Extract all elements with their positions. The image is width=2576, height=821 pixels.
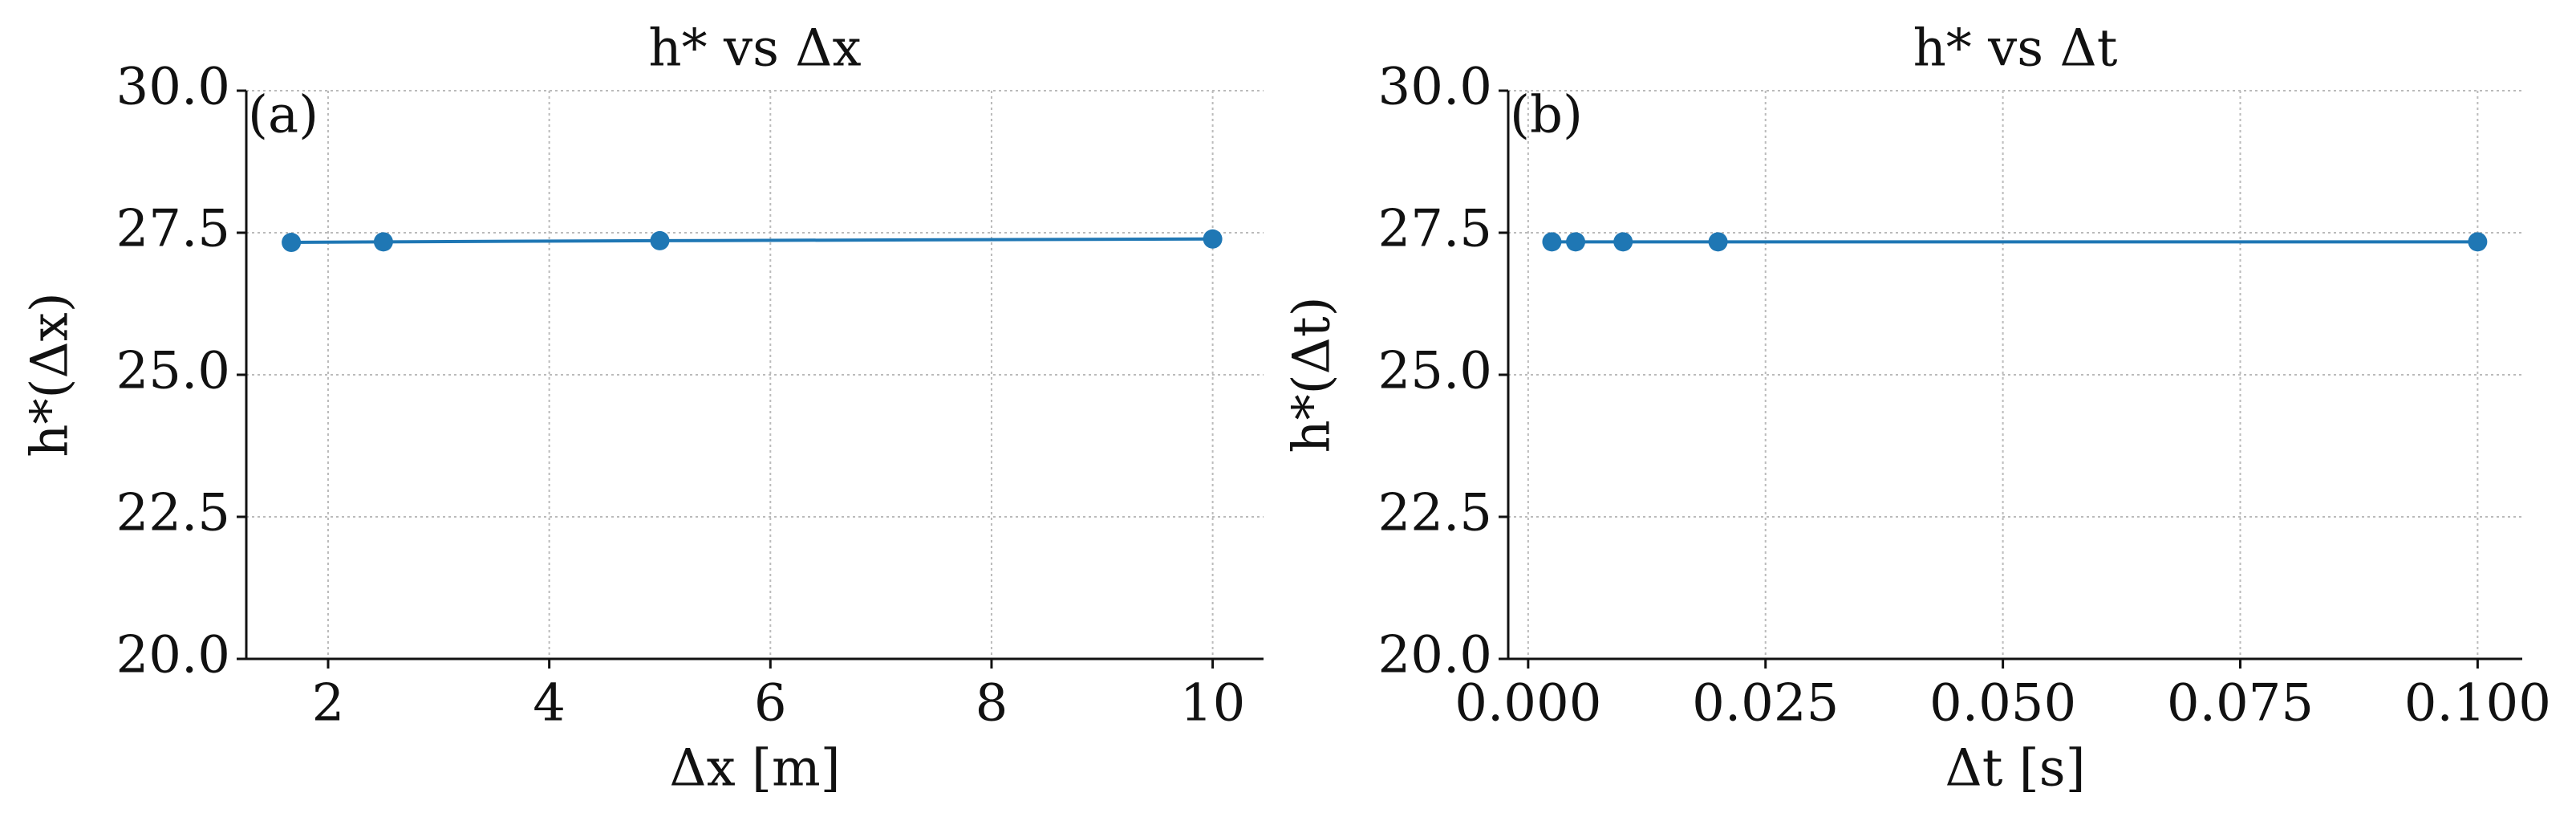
y-tick-label: 20.0 — [1378, 626, 1493, 685]
x-tick-label: 6 — [754, 674, 787, 734]
marker — [2468, 232, 2488, 252]
x-tick-label: 8 — [976, 674, 1008, 734]
y-tick-label: 20.0 — [116, 626, 231, 685]
y-tick-label: 25.0 — [116, 342, 231, 401]
y-axis-label: h*(Δx) — [21, 292, 80, 457]
marker — [282, 233, 302, 253]
y-tick-label: 22.5 — [116, 484, 231, 543]
y-tick-label: 30.0 — [1378, 58, 1493, 117]
x-tick-label: 0.050 — [1929, 674, 2076, 734]
x-axis-label: Δt [s] — [1945, 739, 2085, 799]
y-tick-label: 25.0 — [1378, 342, 1493, 401]
x-tick-label: 10 — [1180, 674, 1245, 734]
annotation: (a) — [248, 86, 318, 145]
x-tick-label: 0.025 — [1692, 674, 1839, 734]
x-tick-label: 2 — [312, 674, 345, 734]
y-tick-label: 27.5 — [1378, 200, 1493, 259]
y-tick-label: 27.5 — [116, 200, 231, 259]
y-axis-label: h*(Δt) — [1283, 296, 1342, 453]
y-tick-label: 30.0 — [116, 58, 231, 117]
x-tick-label: 0.075 — [2167, 674, 2314, 734]
marker — [1203, 229, 1223, 249]
marker — [650, 230, 670, 250]
line — [291, 237, 1213, 245]
marker — [1566, 232, 1586, 252]
x-tick-label: 0.000 — [1454, 674, 1601, 734]
marker — [1708, 232, 1728, 252]
marker — [373, 232, 393, 252]
x-tick-label: 4 — [533, 674, 566, 734]
marker — [1542, 232, 1562, 252]
annotation: (b) — [1510, 86, 1583, 145]
x-tick-label: 0.100 — [2404, 674, 2551, 734]
chart-title: h* vs Δt — [1913, 19, 2118, 79]
marker — [1613, 232, 1633, 252]
x-axis-label: Δx [m] — [669, 739, 840, 799]
y-tick-label: 22.5 — [1378, 484, 1493, 543]
chart-title: h* vs Δx — [648, 19, 861, 79]
